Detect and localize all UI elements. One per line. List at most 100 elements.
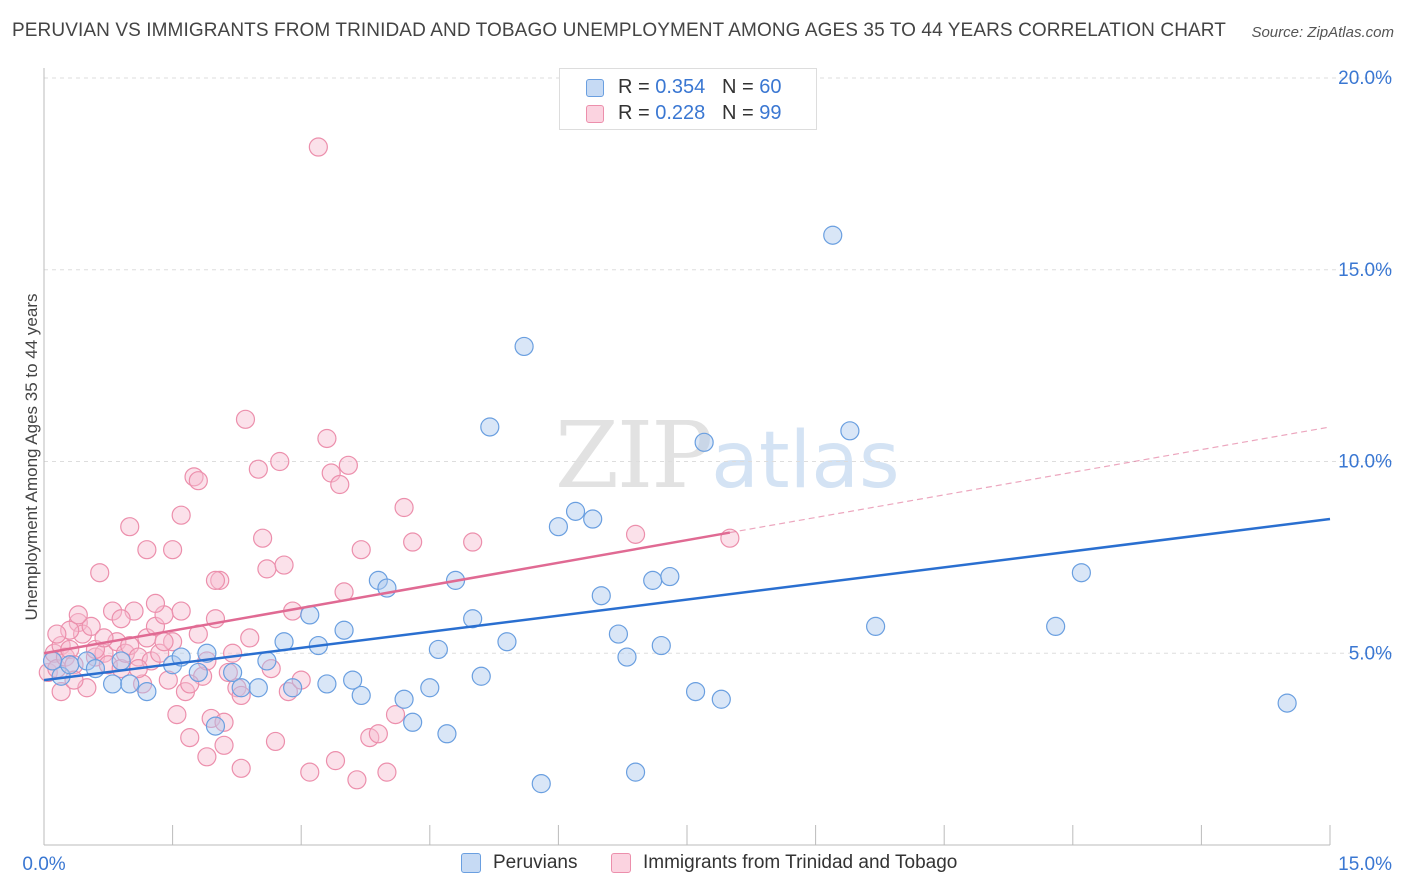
- bottom-legend-swatch-pink: [611, 853, 631, 873]
- legend-n-label: N =: [721, 76, 760, 98]
- chart-title: PERUVIAN VS IMMIGRANTS FROM TRINIDAD AND…: [12, 20, 1226, 41]
- data-point: [197, 643, 217, 663]
- data-point: [1071, 563, 1091, 583]
- data-point: [205, 570, 226, 590]
- data-point: [188, 471, 208, 491]
- data-point: [60, 655, 80, 675]
- x-tick-label: 15.0%: [1338, 854, 1392, 875]
- data-point: [685, 681, 706, 702]
- data-point: [403, 712, 423, 732]
- data-point: [248, 459, 268, 479]
- data-point: [60, 620, 80, 640]
- legend-swatch-blue: [586, 79, 604, 97]
- data-point: [265, 731, 286, 752]
- data-point: [608, 624, 629, 644]
- data-point: [471, 666, 491, 686]
- data-point: [47, 624, 67, 644]
- data-point: [463, 609, 483, 629]
- y-tick-label: 5.0%: [1349, 643, 1392, 664]
- legend-swatch-pink: [586, 105, 604, 123]
- data-point: [403, 532, 423, 552]
- correlation-legend: R = 0.354 N = 60 R = 0.228 N = 99: [559, 68, 817, 130]
- data-point: [823, 225, 843, 245]
- bottom-legend-label: Immigrants from Trinidad and Tobago: [643, 852, 958, 873]
- trend-line-solid: [43, 517, 1331, 682]
- data-point: [283, 678, 303, 698]
- data-point: [351, 540, 371, 560]
- data-point: [514, 336, 534, 357]
- data-point: [651, 635, 671, 656]
- data-point: [111, 651, 131, 671]
- data-point: [368, 724, 388, 744]
- data-point: [420, 678, 440, 698]
- data-point: [625, 762, 646, 782]
- trend-lines: [43, 426, 1331, 682]
- data-point: [565, 501, 586, 521]
- legend-n-value: 99: [759, 102, 782, 124]
- data-point: [583, 509, 603, 529]
- data-point: [98, 655, 118, 675]
- data-point: [248, 678, 268, 698]
- data-point: [270, 451, 290, 472]
- data-point: [866, 616, 886, 637]
- bottom-legend-label: Peruvians: [493, 852, 578, 873]
- data-point: [231, 758, 251, 778]
- data-point: [330, 474, 350, 495]
- legend-r-value: 0.228: [655, 102, 706, 124]
- watermark-zip: ZIP: [555, 402, 713, 509]
- legend-r-value: 0.354: [655, 76, 706, 98]
- legend-r-label: R =: [618, 76, 656, 98]
- data-point: [137, 681, 157, 702]
- data-point: [120, 674, 140, 694]
- data-point: [300, 762, 320, 782]
- legend-n-label: N =: [721, 102, 760, 124]
- data-point: [111, 609, 131, 629]
- data-point: [377, 762, 397, 782]
- data-point: [171, 505, 191, 525]
- data-point: [158, 670, 178, 690]
- data-point: [394, 689, 414, 709]
- data-point: [840, 421, 860, 441]
- data-point: [347, 770, 367, 790]
- data-point: [625, 524, 646, 544]
- data-point: [210, 570, 230, 590]
- data-point: [591, 586, 611, 606]
- data-point: [617, 647, 637, 667]
- trend-line-dashed: [729, 426, 1331, 534]
- x-tick-label: 0.0%: [22, 854, 65, 875]
- y-tick-label: 10.0%: [1338, 452, 1392, 473]
- data-point: [223, 662, 243, 683]
- data-point: [81, 616, 101, 637]
- data-point: [235, 409, 256, 429]
- data-point: [180, 728, 200, 748]
- y-axis-label: Unemployment Among Ages 35 to 44 years: [22, 293, 41, 621]
- data-point: [1046, 616, 1066, 637]
- data-point: [480, 417, 500, 437]
- data-point: [317, 428, 337, 449]
- grid-lines: [44, 77, 1392, 654]
- data-point: [223, 643, 243, 663]
- data-point: [351, 685, 371, 706]
- data-point: [274, 555, 294, 575]
- tick-labels: 5.0% 10.0% 15.0% 20.0% 0.0% 15.0%: [22, 68, 1392, 875]
- data-point: [711, 689, 731, 709]
- data-point: [68, 605, 88, 625]
- data-point: [64, 655, 84, 675]
- data-point: [531, 774, 551, 794]
- data-point: [102, 674, 123, 694]
- data-point: [385, 705, 406, 725]
- data-point: [317, 674, 337, 694]
- y-tick-label: 20.0%: [1338, 68, 1392, 89]
- data-point: [167, 705, 187, 725]
- data-point: [137, 540, 157, 560]
- trend-line-solid: [43, 531, 731, 655]
- data-point: [720, 528, 740, 548]
- data-point: [154, 632, 174, 652]
- data-point: [334, 620, 354, 640]
- data-point: [90, 563, 110, 583]
- data-point: [257, 559, 277, 579]
- data-point: [188, 662, 208, 683]
- data-point: [51, 681, 71, 702]
- data-point: [231, 678, 251, 698]
- data-point: [231, 685, 251, 706]
